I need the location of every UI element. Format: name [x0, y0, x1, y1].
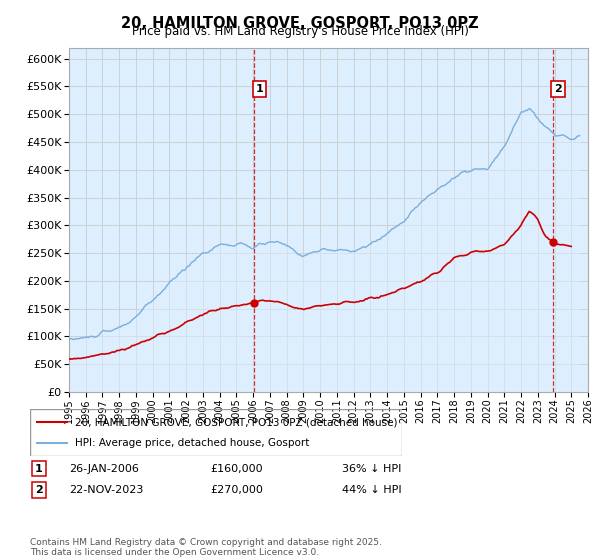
Text: 1: 1 [35, 464, 43, 474]
Text: £160,000: £160,000 [210, 464, 263, 474]
Text: HPI: Average price, detached house, Gosport: HPI: Average price, detached house, Gosp… [74, 438, 309, 448]
Text: 2: 2 [554, 84, 562, 94]
Text: £270,000: £270,000 [210, 485, 263, 495]
Text: 20, HAMILTON GROVE, GOSPORT, PO13 0PZ (detached house): 20, HAMILTON GROVE, GOSPORT, PO13 0PZ (d… [74, 417, 397, 427]
Text: 1: 1 [256, 84, 263, 94]
Text: 2: 2 [35, 485, 43, 495]
Text: 22-NOV-2023: 22-NOV-2023 [69, 485, 143, 495]
Text: 20, HAMILTON GROVE, GOSPORT, PO13 0PZ: 20, HAMILTON GROVE, GOSPORT, PO13 0PZ [121, 16, 479, 31]
Text: 44% ↓ HPI: 44% ↓ HPI [342, 485, 401, 495]
Text: 26-JAN-2006: 26-JAN-2006 [69, 464, 139, 474]
Text: Price paid vs. HM Land Registry's House Price Index (HPI): Price paid vs. HM Land Registry's House … [131, 25, 469, 38]
Text: Contains HM Land Registry data © Crown copyright and database right 2025.
This d: Contains HM Land Registry data © Crown c… [30, 538, 382, 557]
Text: 36% ↓ HPI: 36% ↓ HPI [342, 464, 401, 474]
